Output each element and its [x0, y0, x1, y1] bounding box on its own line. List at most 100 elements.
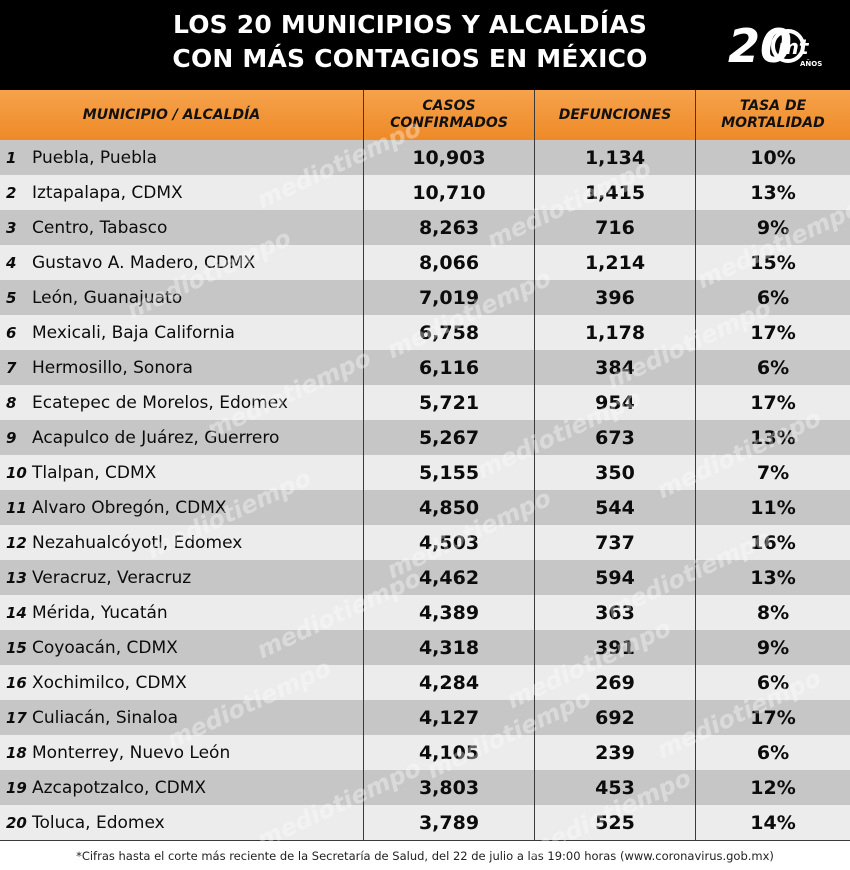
column-header-tasa: TASA DE MORTALIDAD — [696, 90, 850, 140]
municipio-name: León, Guanajuato — [32, 287, 183, 308]
casos-cell: 4,389 — [364, 595, 535, 630]
municipio-name: Azcapotzalco, CDMX — [32, 777, 207, 798]
table-row: 6 Mexicali, Baja California 6,758 1,178 17% — [0, 315, 850, 350]
logo-sub: AÑOS — [800, 59, 822, 68]
title-line-2: CON MÁS CONTAGIOS EN MÉXICO — [172, 44, 648, 73]
municipio-name: Mexicali, Baja California — [32, 322, 235, 343]
casos-cell: 5,155 — [364, 455, 535, 490]
municipio-name: Tlalpan, CDMX — [32, 462, 157, 483]
tasa-cell: 17% — [750, 706, 796, 729]
rank-number: 9 — [6, 428, 17, 447]
rank-number: 1 — [6, 148, 17, 167]
table-row: 17 Culiacán, Sinaloa 4,127 692 17% — [0, 700, 850, 735]
title-banner: LOS 20 MUNICIPIOS Y ALCALDÍAS CON MÁS CO… — [0, 0, 850, 90]
defunciones-cell: 269 — [535, 665, 696, 700]
table-row: 11 Alvaro Obregón, CDMX 4,850 544 11% — [0, 490, 850, 525]
municipio-cell: 3 Centro, Tabasco — [0, 210, 364, 245]
casos-cell: 4,850 — [364, 490, 535, 525]
municipio-cell: 2 Iztapalapa, CDMX — [0, 175, 364, 210]
defunciones-cell: 954 — [535, 385, 696, 420]
municipio-cell: 8 Ecatepec de Morelos, Edomex — [0, 385, 364, 420]
tasa-cell: 11% — [750, 496, 796, 519]
defunciones-cell: 391 — [535, 630, 696, 665]
defunciones-cell: 1,178 — [535, 315, 696, 350]
column-header-defunciones: DEFUNCIONES — [535, 90, 696, 140]
casos-cell: 3,803 — [364, 770, 535, 805]
municipio-name: Coyoacán, CDMX — [32, 637, 178, 658]
mediotiempo-20-anos-logo: 20 mt AÑOS — [728, 19, 822, 73]
table-row: 12 Nezahualcóyotl, Edomex 4,503 737 16% — [0, 525, 850, 560]
column-header-defunciones-label: DEFUNCIONES — [558, 106, 672, 123]
rank-number: 14 — [6, 603, 27, 622]
defunciones-cell: 525 — [535, 805, 696, 840]
defunciones-cell: 453 — [535, 770, 696, 805]
defunciones-cell: 350 — [535, 455, 696, 490]
rank-number: 2 — [6, 183, 17, 202]
municipio-name: Centro, Tabasco — [32, 217, 168, 238]
municipio-cell: 1 Puebla, Puebla — [0, 140, 364, 175]
source-footnote: *Cifras hasta el corte más reciente de l… — [0, 840, 850, 870]
tasa-cell: 17% — [750, 391, 796, 414]
municipio-name: Gustavo A. Madero, CDMX — [32, 252, 256, 273]
tasa-cell: 13% — [750, 181, 796, 204]
municipio-name: Acapulco de Juárez, Guerrero — [32, 427, 280, 448]
column-header-tasa-line-2: MORTALIDAD — [721, 115, 825, 131]
defunciones-cell: 1,134 — [535, 140, 696, 175]
tasa-cell: 17% — [750, 321, 796, 344]
rank-number: 3 — [6, 218, 17, 237]
casos-cell: 4,127 — [364, 700, 535, 735]
defunciones-cell: 594 — [535, 560, 696, 595]
casos-cell: 8,066 — [364, 245, 535, 280]
tasa-cell: 16% — [750, 531, 796, 554]
municipio-name: Mérida, Yucatán — [32, 602, 168, 623]
defunciones-cell: 673 — [535, 420, 696, 455]
municipio-name: Iztapalapa, CDMX — [32, 182, 183, 203]
rank-number: 17 — [6, 708, 27, 727]
tasa-cell: 7% — [756, 461, 790, 484]
rank-number: 8 — [6, 393, 17, 412]
municipio-cell: 18 Monterrey, Nuevo León — [0, 735, 364, 770]
column-header-casos-line-1: CASOS — [422, 98, 476, 114]
municipio-cell: 20 Toluca, Edomex — [0, 805, 364, 840]
tasa-cell: 14% — [750, 811, 796, 834]
tasa-cell: 10% — [750, 146, 796, 169]
rank-number: 5 — [6, 288, 17, 307]
municipio-cell: 6 Mexicali, Baja California — [0, 315, 364, 350]
municipio-name: Culiacán, Sinaloa — [32, 707, 179, 728]
logo-letters: mt — [778, 35, 810, 59]
casos-cell: 4,462 — [364, 560, 535, 595]
casos-cell: 3,789 — [364, 805, 535, 840]
table-row: 16 Xochimilco, CDMX 4,284 269 6% — [0, 665, 850, 700]
defunciones-cell: 239 — [535, 735, 696, 770]
casos-cell: 10,710 — [364, 175, 535, 210]
rank-number: 20 — [6, 813, 27, 832]
logo-number: 20 — [728, 19, 792, 73]
rank-number: 15 — [6, 638, 27, 657]
table-row: 9 Acapulco de Juárez, Guerrero 5,267 673 13% — [0, 420, 850, 455]
title-line-1: LOS 20 MUNICIPIOS Y ALCALDÍAS — [172, 10, 648, 39]
municipio-cell: 14 Mérida, Yucatán — [0, 595, 364, 630]
table-body: 1 Puebla, Puebla 10,903 1,134 10% 2 Iztapalapa… — [0, 140, 850, 840]
municipio-name: Puebla, Puebla — [32, 147, 158, 168]
casos-cell: 6,758 — [364, 315, 535, 350]
rank-number: 11 — [6, 498, 27, 517]
tasa-cell: 8% — [756, 601, 790, 624]
municipio-name: Hermosillo, Sonora — [32, 357, 193, 378]
tasa-cell: 13% — [750, 566, 796, 589]
table-row: 8 Ecatepec de Morelos, Edomex 5,721 954 17% — [0, 385, 850, 420]
defunciones-cell: 544 — [535, 490, 696, 525]
municipio-cell: 9 Acapulco de Juárez, Guerrero — [0, 420, 364, 455]
tasa-cell: 15% — [750, 251, 796, 274]
rank-number: 13 — [6, 568, 27, 587]
rank-number: 6 — [6, 323, 17, 342]
table-row: 19 Azcapotzalco, CDMX 3,803 453 12% — [0, 770, 850, 805]
rank-number: 4 — [6, 253, 17, 272]
table-row: 15 Coyoacán, CDMX 4,318 391 9% — [0, 630, 850, 665]
rank-number: 10 — [6, 463, 27, 482]
casos-cell: 5,267 — [364, 420, 535, 455]
municipio-name: Xochimilco, CDMX — [32, 672, 187, 693]
municipio-name: Toluca, Edomex — [32, 812, 165, 833]
casos-cell: 6,116 — [364, 350, 535, 385]
table-row: 20 Toluca, Edomex 3,789 525 14% — [0, 805, 850, 840]
municipio-name: Nezahualcóyotl, Edomex — [32, 532, 243, 553]
